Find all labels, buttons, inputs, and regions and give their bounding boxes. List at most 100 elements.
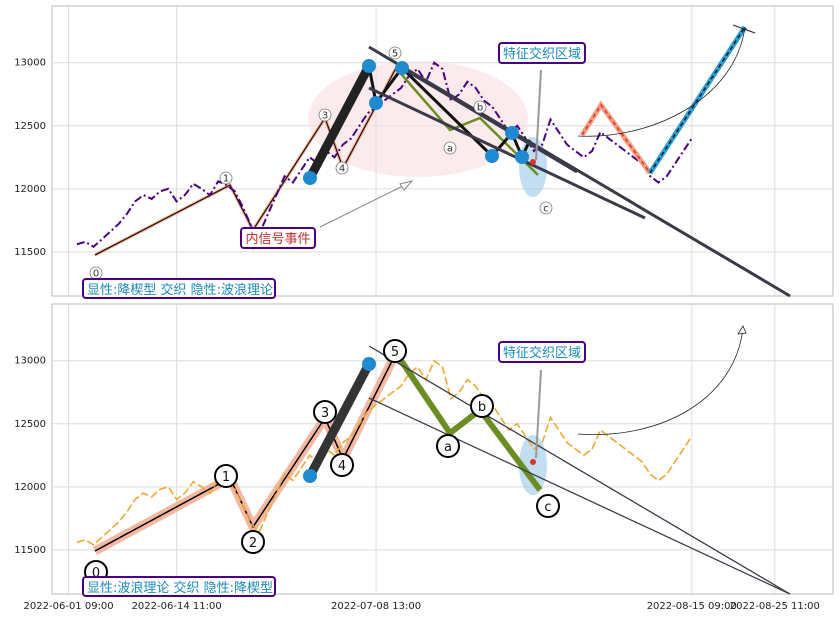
y-tick-label: 11500 (14, 247, 46, 258)
top-feature-pointer (535, 69, 542, 161)
top-wedge-thick (306, 63, 373, 181)
y-tick-label: 13000 (14, 356, 46, 367)
bottom-wave-black (94, 352, 397, 552)
wave-label: b (477, 103, 483, 114)
top-signal-event-label: 内信号事件 (245, 231, 310, 247)
top-trendline-mid (368, 86, 646, 220)
wave-label: a (447, 144, 453, 155)
top-marker (485, 149, 499, 163)
bottom-marker (303, 469, 317, 483)
top-forecast-red (581, 103, 651, 174)
bottom-y-tick-labels: 11500 12000 12500 13000 (14, 356, 46, 556)
y-tick-label: 12000 (14, 184, 46, 195)
top-grid (52, 6, 833, 296)
y-tick-label: 13000 (14, 58, 46, 69)
wave-label: 3 (322, 111, 328, 122)
bottom-x-tick-labels: 2022-06-01 09:00 2022-06-14 11:00 2022-07-… (24, 601, 820, 612)
top-marker (362, 59, 376, 73)
bottom-wave-abc (393, 351, 543, 492)
wave-label-circle (241, 530, 265, 554)
top-wave-black (94, 67, 397, 256)
wave-label: c (543, 204, 549, 215)
bottom-wave-labels: 0 1 2 3 4 5 a b c (84, 339, 560, 584)
bottom-wedge-thick (306, 361, 373, 479)
top-forecast-cap (732, 24, 756, 34)
top-feature-zone-label: 特征交织区域 (503, 46, 581, 62)
wave-label-circle (473, 100, 487, 114)
bottom-feature-zone-box (498, 341, 586, 363)
wave-label-circle (436, 434, 460, 458)
bottom-forecast-curve (577, 327, 744, 435)
wave-label: 0 (93, 269, 99, 280)
wave-label: 5 (392, 49, 398, 60)
y-tick-label: 12000 (14, 482, 46, 493)
wave-label: 1 (222, 470, 230, 485)
top-marker (505, 126, 519, 140)
y-tick-label: 12500 (14, 121, 46, 132)
bottom-feature-point (530, 459, 536, 465)
wave-label-circle (313, 400, 337, 424)
wave-label-circle (318, 108, 332, 122)
top-caption-box (82, 278, 276, 299)
top-caption: 显性:降楔型 交织 隐性:波浪理论 (87, 282, 273, 298)
wave-label-circle (330, 453, 354, 477)
top-marker (395, 61, 409, 75)
top-price-series (76, 61, 693, 249)
wave-label: 0 (92, 566, 100, 581)
wave-label-circle (335, 161, 349, 175)
wave-label: b (478, 400, 486, 415)
wave-label: 4 (339, 164, 345, 175)
wave-label: c (544, 500, 551, 515)
bottom-grid (52, 304, 833, 594)
top-marker (369, 96, 383, 110)
bottom-forecast-arrowhead (737, 325, 747, 335)
x-tick-label: 2022-08-25 11:00 (730, 601, 820, 612)
wave-label-circle (388, 46, 402, 60)
wave-label: a (444, 440, 452, 455)
x-tick-label: 2022-08-15 09:00 (647, 601, 737, 612)
top-forecast-curve (577, 26, 746, 137)
top-feature-zone-box (498, 42, 586, 64)
wave-label: 5 (391, 345, 399, 360)
wave-label: 2 (249, 536, 257, 551)
bottom-feature-pointer (535, 369, 542, 459)
wave-label-circle (536, 494, 560, 518)
bottom-trendline-lower (368, 397, 791, 595)
x-tick-label: 2022-06-14 11:00 (132, 601, 222, 612)
top-forecast-dash (649, 26, 746, 174)
top-signal-event-box (240, 227, 316, 249)
wave-label-circle (214, 464, 238, 488)
top-marker (303, 171, 317, 185)
wave-label-circle (219, 171, 233, 185)
top-panel: 11500 12000 12500 13000 (14, 5, 834, 299)
top-highlight-ellipse (308, 61, 528, 177)
x-tick-label: 2022-06-01 09:00 (24, 601, 114, 612)
x-tick-label: 2022-07-08 13:00 (331, 601, 421, 612)
top-marker (515, 150, 529, 164)
wave-label-circle (539, 201, 553, 215)
y-tick-label: 11500 (14, 545, 46, 556)
wave-label: 4 (338, 459, 346, 474)
bottom-marker (362, 357, 376, 371)
bottom-feature-zone-label: 特征交织区域 (503, 345, 581, 361)
wave-label: 3 (321, 406, 329, 421)
top-signal-arrowhead (399, 180, 414, 191)
wave-label: 1 (223, 174, 229, 185)
top-wave-abc (395, 67, 539, 176)
top-markers (303, 59, 536, 185)
bottom-caption: 显性:波浪理论 交织 隐性:降楔型 (87, 580, 273, 596)
top-feature-point (530, 159, 536, 165)
wave-label-circle (470, 394, 494, 418)
wave-label-circle (383, 339, 407, 363)
bottom-caption-box (82, 576, 276, 597)
bottom-trendline-upper (368, 345, 791, 595)
bottom-price-series (76, 359, 693, 546)
wave-label-circle (443, 141, 457, 155)
top-signal-arrow (319, 184, 406, 228)
top-trendline-lower (401, 66, 578, 174)
y-tick-label: 12500 (14, 419, 46, 430)
top-y-tick-labels: 11500 12000 12500 13000 (14, 58, 46, 258)
